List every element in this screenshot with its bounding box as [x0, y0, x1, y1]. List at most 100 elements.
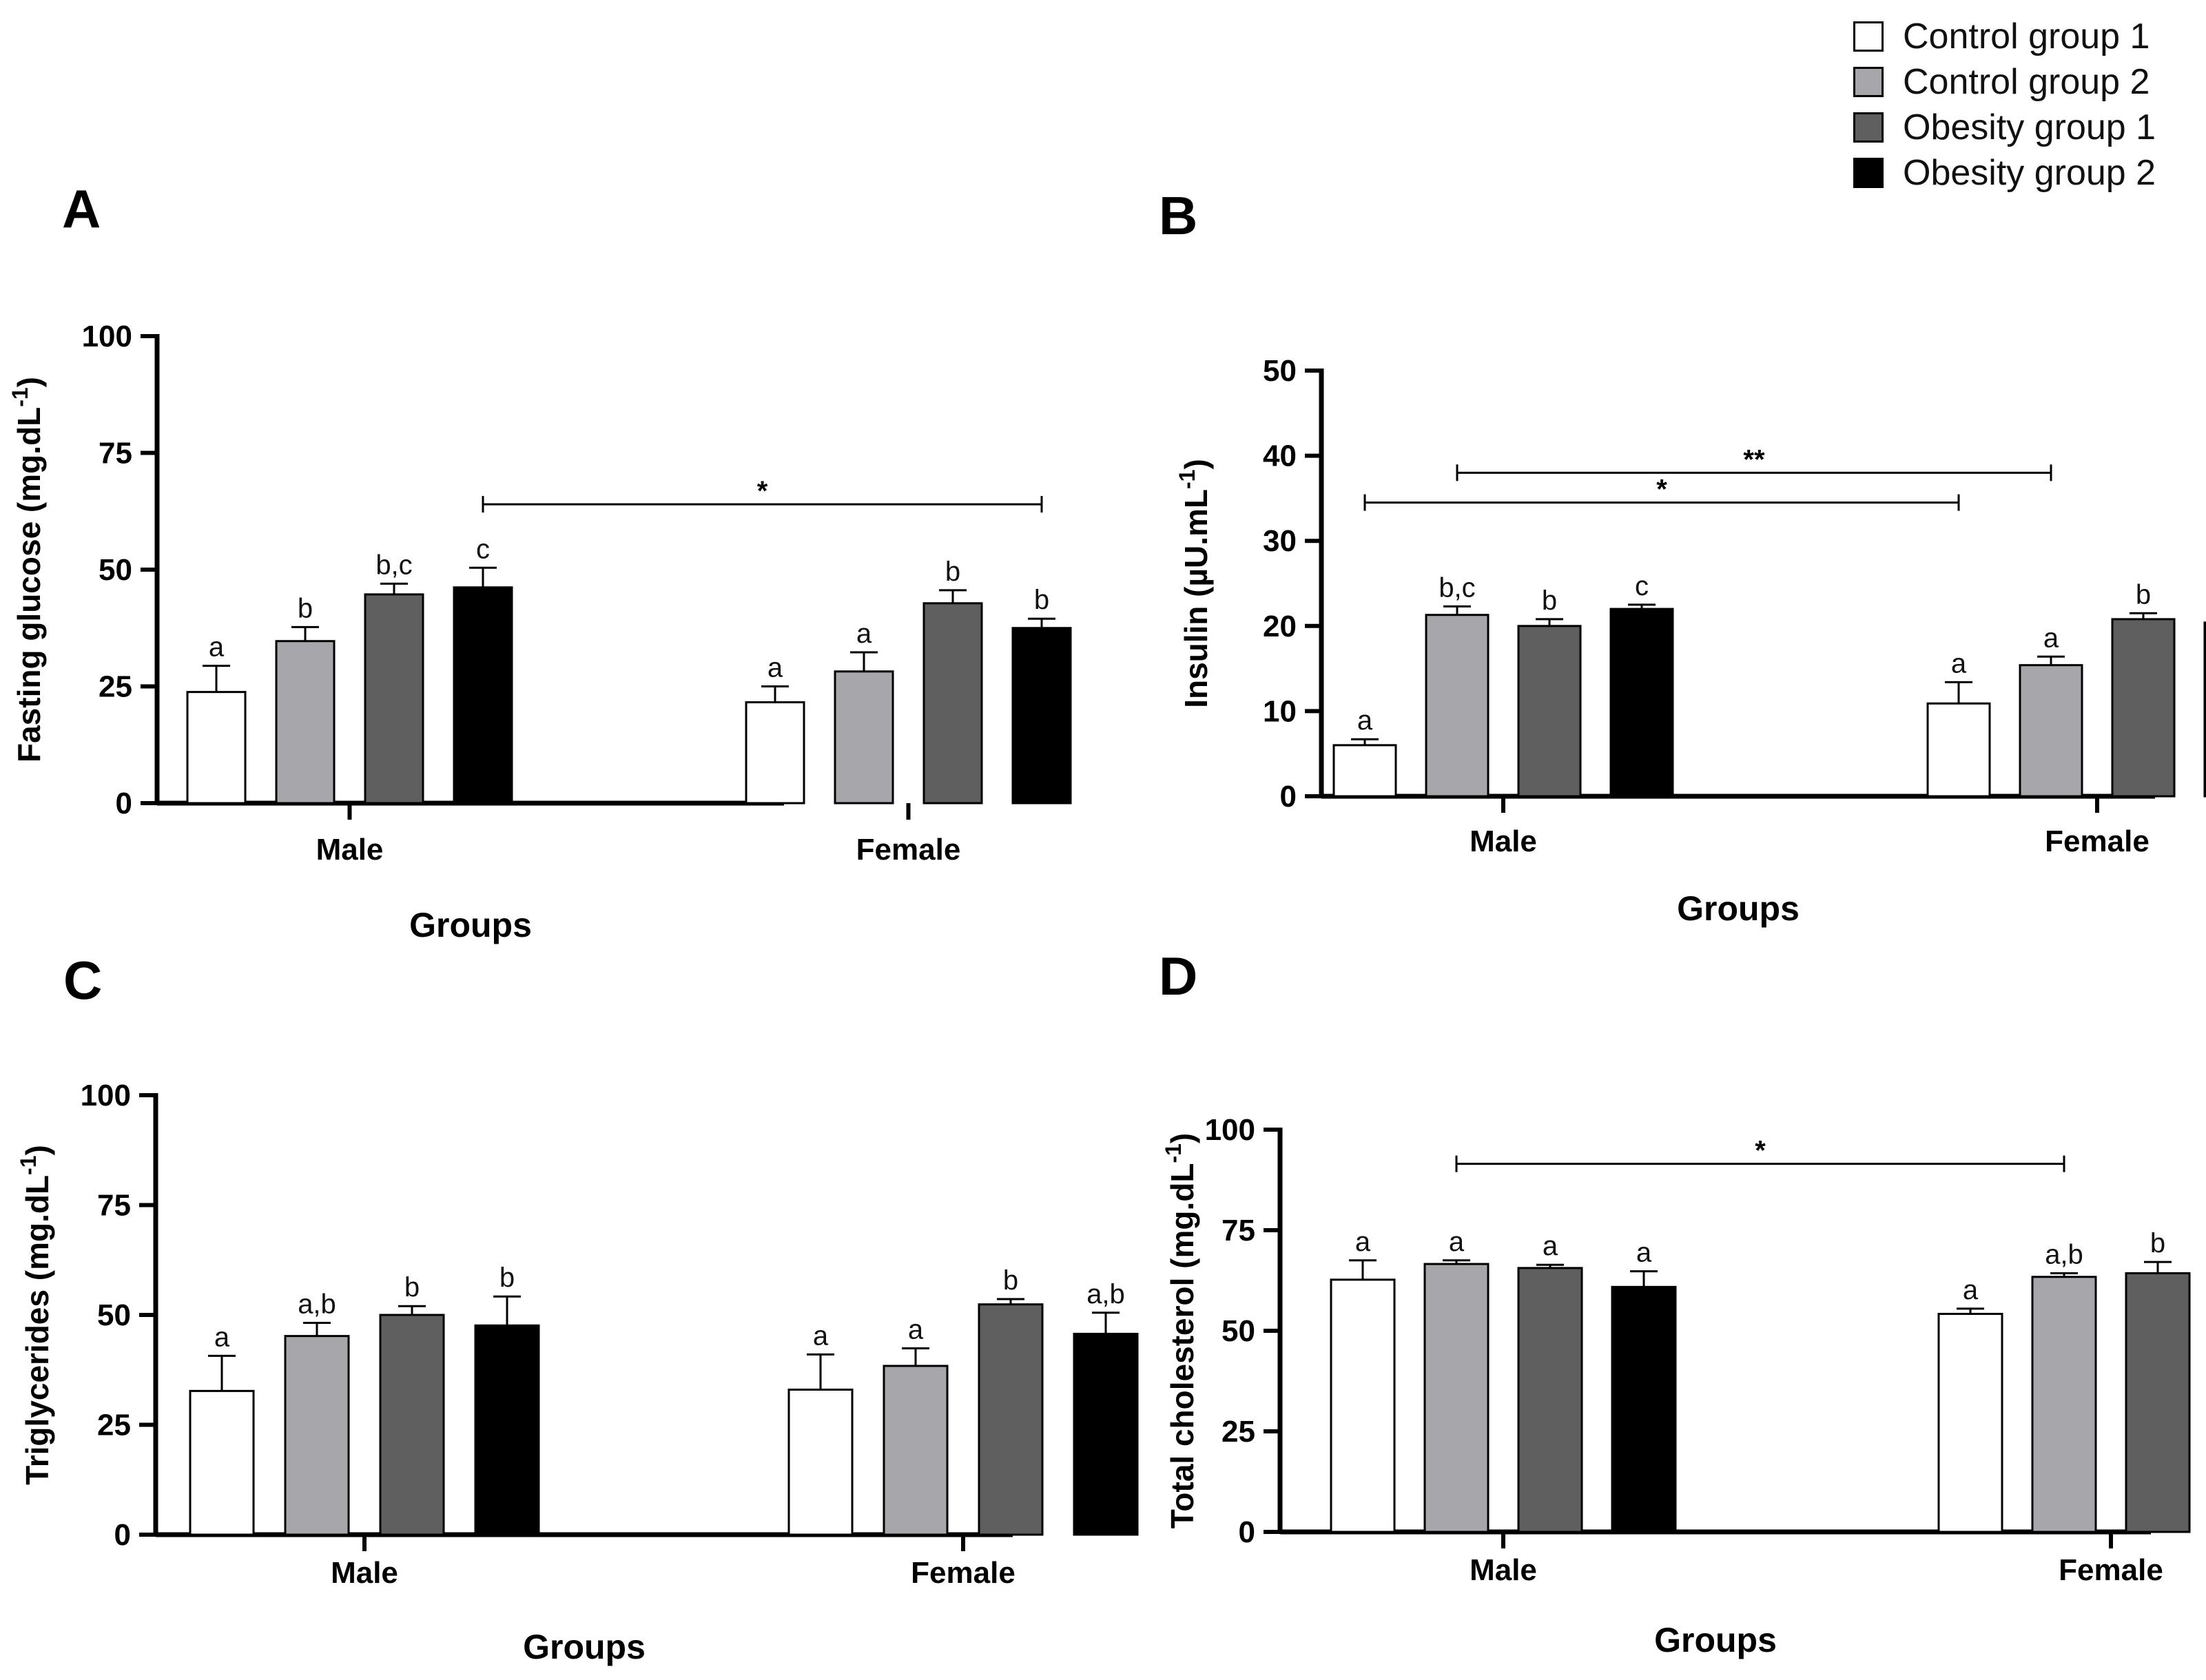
panel-c-obesity-2-male-bar	[474, 1324, 540, 1536]
panel-a-obesity-2-female-letter: b	[1034, 585, 1049, 615]
panel-c-obesity-2-male-letter: b	[499, 1263, 515, 1293]
panel-a-control-2-female-letter: a	[856, 619, 872, 649]
panel-a-y-tick-label: 0	[116, 787, 132, 820]
panel-b-significance-label: *	[1656, 475, 1667, 505]
panel-d-x-tick-label: Female	[2059, 1553, 2163, 1587]
panel-b-control-1-male-bar	[1332, 744, 1397, 798]
panel-a-x-tick-label: Male	[316, 833, 384, 867]
panel-c-control-2-male-letter: a,b	[298, 1289, 336, 1319]
panel-d-control-1-male-letter: a	[1355, 1227, 1371, 1257]
panel-c-control-2-female-letter: a	[908, 1314, 924, 1345]
legend-item-obesity-1: Obesity group 1	[1853, 105, 2156, 150]
panel-c-control-2-male-bar	[284, 1335, 350, 1536]
legend-item-control-1: Control group 1	[1853, 14, 2156, 59]
panel-b-obesity-1-female-bar	[2111, 618, 2176, 798]
panel-d-control-1-female-letter: a	[1963, 1275, 1979, 1305]
panel-c-control-1-female-bar	[787, 1388, 854, 1536]
panel-b-control-2-female-letter: a	[2043, 623, 2059, 653]
panel-d-control-1-male-bar	[1330, 1278, 1396, 1533]
legend-swatch-obesity-1	[1853, 112, 1884, 143]
panel-a-obesity-2-male-letter: c	[476, 534, 490, 564]
panel-d-y-tick-label: 50	[1221, 1314, 1255, 1348]
panel-b-chart: 0 10 20 30 40 50 Male Female Groups Insulin (µU.m…	[1175, 354, 2206, 928]
panel-d-x-axis-title: Groups	[1654, 1621, 1777, 1659]
legend-label-obesity-1: Obesity group 1	[1903, 107, 2156, 147]
panel-d-y-axis-title: Total cholesterol (mg.dL-1)	[1161, 1133, 1200, 1529]
legend-label-control-2: Control group 2	[1903, 62, 2150, 102]
panel-d-y-tick-label: 0	[1239, 1515, 1255, 1549]
panel-c-chart: 0 25 50 75 100 Male Female Groups Triglycerides …	[16, 1079, 1139, 1666]
panel-a-control-1-male-bar	[186, 691, 247, 805]
panel-c-obesity-2-female-bar	[1073, 1332, 1139, 1536]
panel-label-c: C	[63, 950, 103, 1010]
panel-a-obesity-1-female-bar	[922, 602, 983, 805]
panel-d-obesity-2-male-bar	[1611, 1285, 1677, 1533]
legend-item-control-2: Control group 2	[1853, 59, 2156, 105]
panel-b-control-1-female-bar	[1926, 702, 1991, 798]
panel-a-obesity-2-male-bar	[453, 586, 513, 805]
legend-swatch-obesity-2	[1853, 158, 1884, 188]
panel-c-control-1-male-letter: a	[214, 1322, 230, 1352]
panel-b-control-1-female-letter: a	[1951, 648, 1967, 678]
panel-a-obesity-2-female-bar	[1011, 627, 1072, 805]
panel-c-y-tick-label: 0	[114, 1518, 131, 1552]
panel-d-control-2-female-bar	[2031, 1276, 2097, 1533]
legend-swatch-control-2	[1853, 67, 1884, 97]
panel-c-control-1-female-letter: a	[813, 1320, 829, 1351]
panel-b-significance-label: **	[1743, 444, 1765, 475]
panel-c-y-tick-label: 100	[81, 1079, 131, 1112]
panel-c-y-tick-label: 50	[97, 1298, 131, 1332]
panel-d-y-tick-label: 25	[1221, 1415, 1255, 1449]
panel-a-obesity-1-female-letter: b	[945, 557, 960, 587]
panel-d-chart: 0 25 50 75 100 Male Female Groups Total choleste…	[1161, 1113, 2191, 1659]
panel-b-obesity-1-male-bar	[1517, 625, 1582, 798]
panel-a-significance-label: *	[757, 476, 768, 506]
panel-d-obesity-1-female-letter: b	[2150, 1228, 2165, 1258]
panel-b-obesity-1-female-letter: b	[2136, 579, 2151, 610]
panel-b-y-axis-title: Insulin (µU.mL-1)	[1175, 459, 1214, 708]
panel-b-control-2-male-letter: b,c	[1439, 572, 1475, 603]
panel-d-control-2-male-bar	[1423, 1263, 1489, 1533]
panel-c-obesity-2-female-letter: a,b	[1086, 1279, 1125, 1309]
panel-b-obesity-1-male-letter: b	[1542, 585, 1557, 616]
panel-b-y-tick-label: 10	[1263, 694, 1297, 728]
panel-d-obesity-1-male-bar	[1517, 1267, 1583, 1533]
panel-d-obesity-1-female-bar	[2125, 1272, 2191, 1533]
panel-c-y-axis-title: Triglycerides (mg.dL-1)	[16, 1145, 55, 1485]
panel-a-y-axis-title: Fasting glucose (mg.dL-1)	[8, 377, 47, 763]
panel-label-a: A	[62, 178, 101, 239]
panel-a-control-2-male-letter: b	[298, 593, 313, 623]
panel-a-y-tick-label: 75	[99, 437, 132, 470]
panel-c-y-tick-label: 75	[97, 1189, 131, 1223]
panel-b-y-tick-label: 30	[1263, 524, 1297, 558]
panel-b-x-tick-label: Male	[1470, 825, 1537, 858]
panel-c-control-2-female-bar	[883, 1365, 949, 1536]
panel-a-control-2-female-bar	[834, 670, 894, 805]
legend: Control group 1 Control group 2 Obesity …	[1853, 14, 2156, 196]
panel-a-y-tick-label: 50	[99, 553, 132, 587]
legend-label-obesity-2: Obesity group 2	[1903, 153, 2156, 193]
panel-d-obesity-1-male-letter: a	[1543, 1231, 1558, 1261]
panel-a-x-axis-title: Groups	[409, 906, 532, 944]
panel-b-y-tick-label: 50	[1263, 354, 1297, 388]
panel-b-y-tick-label: 40	[1263, 439, 1297, 473]
panel-b-x-axis-title: Groups	[1677, 889, 1800, 928]
panel-c-x-axis-title: Groups	[523, 1628, 646, 1666]
panel-b-control-2-male-bar	[1425, 614, 1489, 798]
panel-b-control-2-female-bar	[2019, 664, 2083, 798]
panel-c-y-tick-label: 25	[97, 1409, 131, 1442]
panel-label-b: B	[1159, 185, 1198, 246]
panel-a-chart: 0 25 50 75 100 Male Female Groups Fasting glucos…	[8, 320, 1072, 944]
panel-d-x-tick-label: Male	[1470, 1553, 1537, 1587]
panel-label-d: D	[1159, 946, 1198, 1006]
panel-a-y-tick-label: 25	[99, 670, 132, 704]
panel-a-control-2-male-bar	[275, 640, 336, 805]
legend-item-obesity-2: Obesity group 2	[1853, 150, 2156, 196]
legend-label-control-1: Control group 1	[1903, 17, 2150, 56]
panel-b-obesity-2-female-bar	[2203, 621, 2206, 798]
panel-d-control-1-female-bar	[1937, 1312, 2003, 1533]
panel-c-obesity-1-male-letter: b	[404, 1272, 420, 1303]
legend-swatch-control-1	[1853, 21, 1884, 52]
panel-c-obesity-1-female-bar	[978, 1303, 1044, 1536]
panel-b-y-tick-label: 20	[1263, 610, 1297, 643]
